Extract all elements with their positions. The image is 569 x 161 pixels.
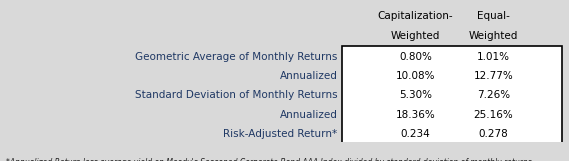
Text: Standard Deviation of Monthly Returns: Standard Deviation of Monthly Returns <box>135 90 337 100</box>
Text: 25.16%: 25.16% <box>474 110 513 120</box>
Text: 10.08%: 10.08% <box>396 71 435 81</box>
Text: Weighted: Weighted <box>391 31 440 41</box>
Text: Risk-Adjusted Return*: Risk-Adjusted Return* <box>224 129 337 139</box>
Text: 7.26%: 7.26% <box>477 90 510 100</box>
Text: 18.36%: 18.36% <box>395 110 435 120</box>
Text: 0.80%: 0.80% <box>399 52 432 62</box>
Text: 12.77%: 12.77% <box>474 71 513 81</box>
Text: Weighted: Weighted <box>469 31 518 41</box>
Text: 5.30%: 5.30% <box>399 90 432 100</box>
Text: 0.234: 0.234 <box>401 129 430 139</box>
Text: Annualized: Annualized <box>279 110 337 120</box>
Text: *Annualized Return less average yield on Moody's Seasoned Corporate Bond AAA Ind: *Annualized Return less average yield on… <box>6 158 531 161</box>
Text: Equal-: Equal- <box>477 11 510 21</box>
Text: Geometric Average of Monthly Returns: Geometric Average of Monthly Returns <box>135 52 337 62</box>
Text: Capitalization-: Capitalization- <box>378 11 453 21</box>
Text: 0.278: 0.278 <box>479 129 509 139</box>
Text: 1.01%: 1.01% <box>477 52 510 62</box>
Text: Annualized: Annualized <box>279 71 337 81</box>
Bar <box>342 46 562 146</box>
